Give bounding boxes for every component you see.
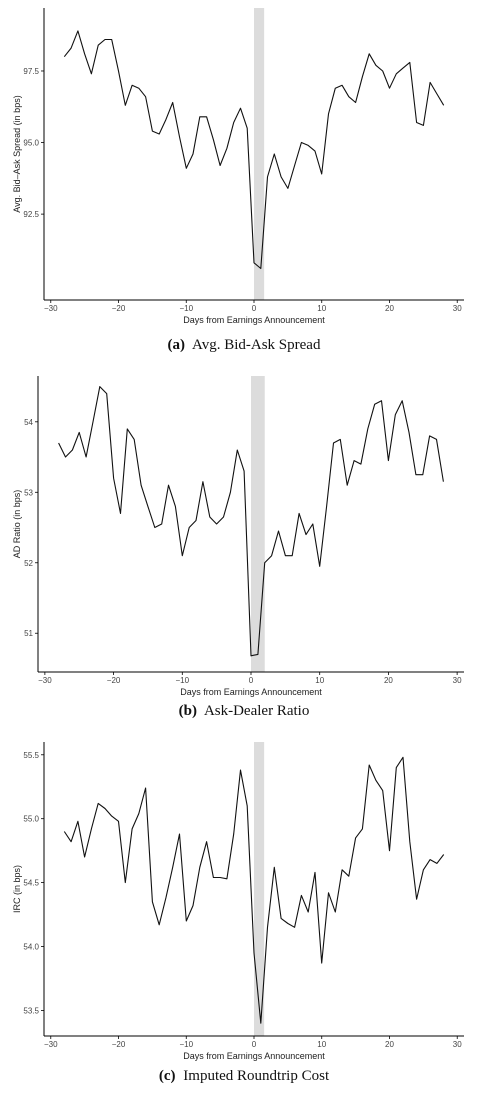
y-axis-title-b: AD Ratio (in bps) [12, 490, 22, 559]
x-tick-label-b: 0 [249, 676, 254, 685]
chart-b-svg: −30 −20 −10 0 10 20 30 51 52 53 54 Days from Earnin… [12, 376, 464, 697]
y-tick-label-b: 54 [24, 418, 33, 427]
x-tick-label-b: 10 [315, 676, 324, 685]
caption-a-tag: (a) [167, 337, 186, 353]
y-tick-label-c: 54.5 [23, 879, 39, 888]
x-tick-label-c: −20 [112, 1040, 126, 1049]
x-axis-title-a: Days from Earnings Announcement [183, 315, 325, 325]
chart-panel-a: −30 −20 −10 0 10 20 30 92.5 95.0 97.5 Days from Ea… [0, 0, 488, 330]
caption-c-tag: (c) [158, 1068, 176, 1084]
y-tick-label-c: 55.5 [23, 751, 39, 760]
x-tick-label-c: 30 [453, 1040, 462, 1049]
chart-panel-c: −30 −20 −10 0 10 20 30 53.5 54.0 54.5 55.0 55.5 Days… [0, 730, 488, 1062]
x-tick-label-a: 20 [385, 304, 394, 313]
announcement-window-b [251, 376, 265, 672]
x-tick-label-a: 30 [453, 304, 462, 313]
x-tick-label-c: 20 [385, 1040, 394, 1049]
y-tick-label-a: 95.0 [23, 139, 39, 148]
chart-c-svg: −30 −20 −10 0 10 20 30 53.5 54.0 54.5 55.0 55.5 Days… [12, 742, 464, 1061]
y-axis-title-c: IRC (in bps) [12, 865, 22, 913]
x-tick-label-a: 0 [252, 304, 257, 313]
x-tick-label-b: −30 [38, 676, 52, 685]
y-tick-label-a: 92.5 [23, 210, 39, 219]
series-line-b [58, 386, 444, 657]
chart-a-svg: −30 −20 −10 0 10 20 30 92.5 95.0 97.5 Days from Ea… [12, 8, 464, 325]
x-tick-label-b: 20 [384, 676, 393, 685]
x-axis-title-c: Days from Earnings Announcement [183, 1051, 325, 1061]
series-line-a [63, 30, 445, 270]
y-tick-label-b: 52 [24, 559, 33, 568]
caption-c: (c) Imputed Roundtrip Cost [0, 1068, 488, 1085]
x-axis-title-b: Days from Earnings Announcement [180, 687, 322, 697]
x-tick-label-b: −10 [176, 676, 190, 685]
x-tick-label-a: −20 [112, 304, 126, 313]
x-tick-label-b: −20 [107, 676, 121, 685]
y-tick-label-c: 53.5 [23, 1006, 39, 1015]
caption-b-tag: (b) [178, 703, 197, 719]
x-tick-label-c: 10 [317, 1040, 326, 1049]
y-axis-title-a: Avg. Bid–Ask Spread (in bps) [12, 95, 22, 212]
x-tick-label-a: 10 [317, 304, 326, 313]
chart-panel-b: −30 −20 −10 0 10 20 30 51 52 53 54 Days from Earnin… [0, 366, 488, 698]
y-tick-label-b: 51 [24, 629, 33, 638]
y-tick-label-b: 53 [24, 488, 33, 497]
caption-b-text: Ask-Dealer Ratio [203, 703, 310, 719]
caption-a: (a) Avg. Bid-Ask Spread [0, 337, 488, 354]
y-tick-label-c: 54.0 [23, 943, 39, 952]
series-line-c [63, 756, 445, 1024]
y-tick-label-a: 97.5 [23, 67, 39, 76]
x-tick-label-c: −10 [179, 1040, 193, 1049]
x-tick-label-c: −30 [44, 1040, 58, 1049]
x-tick-label-a: −10 [179, 304, 193, 313]
announcement-window-a [254, 8, 265, 300]
caption-b: (b) Ask-Dealer Ratio [0, 703, 488, 720]
caption-c-text: Imputed Roundtrip Cost [183, 1068, 330, 1084]
x-tick-label-c: 0 [252, 1040, 257, 1049]
x-tick-label-a: −30 [44, 304, 58, 313]
y-tick-label-c: 55.0 [23, 815, 39, 824]
x-tick-label-b: 30 [453, 676, 462, 685]
announcement-window-c [254, 742, 265, 1036]
caption-a-text: Avg. Bid-Ask Spread [191, 337, 321, 353]
